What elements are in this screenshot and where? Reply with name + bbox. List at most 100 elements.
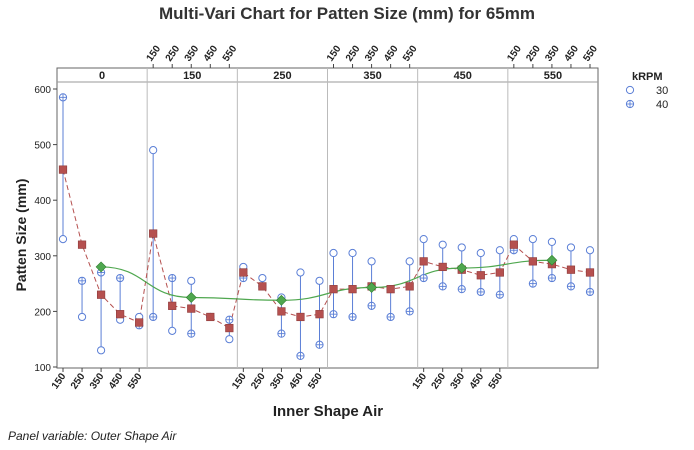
panel-label: 450 (454, 70, 472, 82)
x-tick-label-top: 550 (221, 43, 240, 63)
point-krpm-30 (547, 237, 557, 246)
panel-label: 350 (363, 70, 381, 82)
point-krpm-30 (296, 268, 305, 277)
panel-mean-marker (366, 282, 378, 293)
cell-mean-marker (168, 301, 177, 310)
point-krpm-30 (258, 273, 267, 283)
x-tick-label: 450 (287, 371, 306, 391)
panel-variable-note: Panel variable: Outer Shape Air (8, 429, 177, 443)
point-krpm-40 (547, 273, 557, 283)
legend: kRPM 30 40 (625, 71, 668, 111)
x-axis-label: Inner Shape Air (273, 403, 383, 420)
panel-mean-marker (456, 262, 468, 274)
panel-mean-marker (546, 254, 558, 266)
cell-mean-marker (438, 262, 447, 272)
point-krpm-30 (438, 240, 447, 249)
cell-mean-marker (315, 310, 324, 319)
x-tick-label-top: 150 (145, 43, 164, 63)
point-krpm-40 (149, 312, 158, 322)
panel-label: 0 (99, 70, 105, 82)
panel-mean-marker (185, 292, 197, 303)
point-krpm-40 (386, 312, 395, 322)
point-krpm-30 (77, 312, 87, 322)
cell-mean-marker (58, 165, 68, 174)
point-krpm-30 (315, 276, 324, 285)
x-tick-label-top: 550 (581, 43, 600, 63)
point-krpm-40 (528, 279, 537, 288)
cell-mean-marker (348, 285, 357, 294)
cell-mean-marker (225, 323, 234, 333)
cell-mean-marker (135, 318, 144, 327)
x-tick-label-top: 350 (363, 43, 382, 63)
point-krpm-30 (58, 235, 68, 244)
x-tick-label: 450 (107, 371, 126, 391)
y-tick-label: 500 (34, 141, 51, 152)
panel-mean-marker (275, 294, 287, 306)
chart-title: Multi-Vari Chart for Patten Size (mm) fo… (159, 4, 535, 23)
point-krpm-30 (329, 248, 338, 258)
point-krpm-30 (476, 248, 485, 258)
point-krpm-30 (566, 243, 576, 252)
x-tick-label: 350 (268, 371, 287, 391)
x-tick-label: 150 (230, 371, 249, 391)
plot-frame (56, 67, 599, 369)
point-krpm-40 (405, 307, 414, 316)
cell-mean-marker (277, 307, 286, 316)
point-krpm-40 (225, 315, 234, 324)
point-krpm-40 (457, 285, 466, 294)
point-krpm-40 (315, 340, 324, 349)
panel-label: 150 (183, 70, 201, 82)
cell-mean-marker (77, 240, 87, 249)
cell-mean-marker (206, 312, 215, 322)
point-krpm-30 (405, 257, 414, 266)
point-krpm-30 (457, 243, 466, 252)
x-tick-label: 550 (306, 371, 325, 391)
x-tick-label: 250 (69, 371, 88, 391)
cell-mean-marker (566, 265, 576, 274)
x-tick-label-top: 250 (164, 43, 183, 63)
x-tick-label-top: 250 (524, 43, 543, 63)
x-tick-label-top: 150 (325, 43, 344, 63)
x-tick-label-top: 450 (562, 43, 581, 63)
x-tick-label: 250 (430, 371, 449, 391)
cell-mean-marker (528, 257, 537, 266)
panel-mean-marker (95, 261, 107, 273)
legend-marker (625, 85, 635, 95)
x-tick-label-top: 250 (344, 43, 363, 63)
y-axis: 100 200 300 400 500 600 (34, 85, 57, 374)
data-marks (58, 93, 595, 360)
point-krpm-40 (419, 273, 428, 283)
y-tick-label: 600 (34, 85, 51, 96)
point-krpm-30 (96, 346, 106, 355)
point-krpm-40 (168, 273, 177, 283)
point-krpm-30 (585, 246, 595, 255)
y-tick-label: 400 (34, 196, 51, 207)
point-krpm-30 (187, 276, 196, 285)
x-tick-label: 550 (487, 371, 506, 391)
point-krpm-30 (419, 235, 428, 244)
cell-mean-marker (149, 229, 158, 238)
point-krpm-30 (528, 235, 537, 244)
point-krpm-40 (329, 310, 338, 319)
panel-strip: 0 150 250 350 450 550 (99, 70, 562, 82)
legend-label: 40 (656, 99, 668, 111)
x-tick-label: 150 (50, 371, 69, 391)
x-tick-label: 450 (468, 371, 487, 391)
cell-mean-marker (296, 312, 305, 322)
panel-label: 250 (273, 70, 291, 82)
legend-title: kRPM (632, 71, 663, 83)
point-krpm-40 (116, 273, 125, 283)
point-krpm-40 (277, 329, 286, 338)
x-tick-label-top: 550 (401, 43, 420, 63)
legend-item: 40 (625, 99, 668, 111)
point-krpm-30 (348, 248, 357, 258)
y-tick-label: 300 (34, 252, 51, 263)
point-krpm-40 (187, 329, 196, 338)
cell-mean-marker (495, 268, 504, 277)
cell-mean-marker (329, 285, 338, 294)
point-krpm-30 (367, 257, 376, 266)
legend-label: 30 (656, 85, 668, 97)
point-krpm-30 (168, 326, 177, 335)
legend-item: 30 (625, 85, 668, 97)
x-tick-label-top: 450 (382, 43, 401, 63)
